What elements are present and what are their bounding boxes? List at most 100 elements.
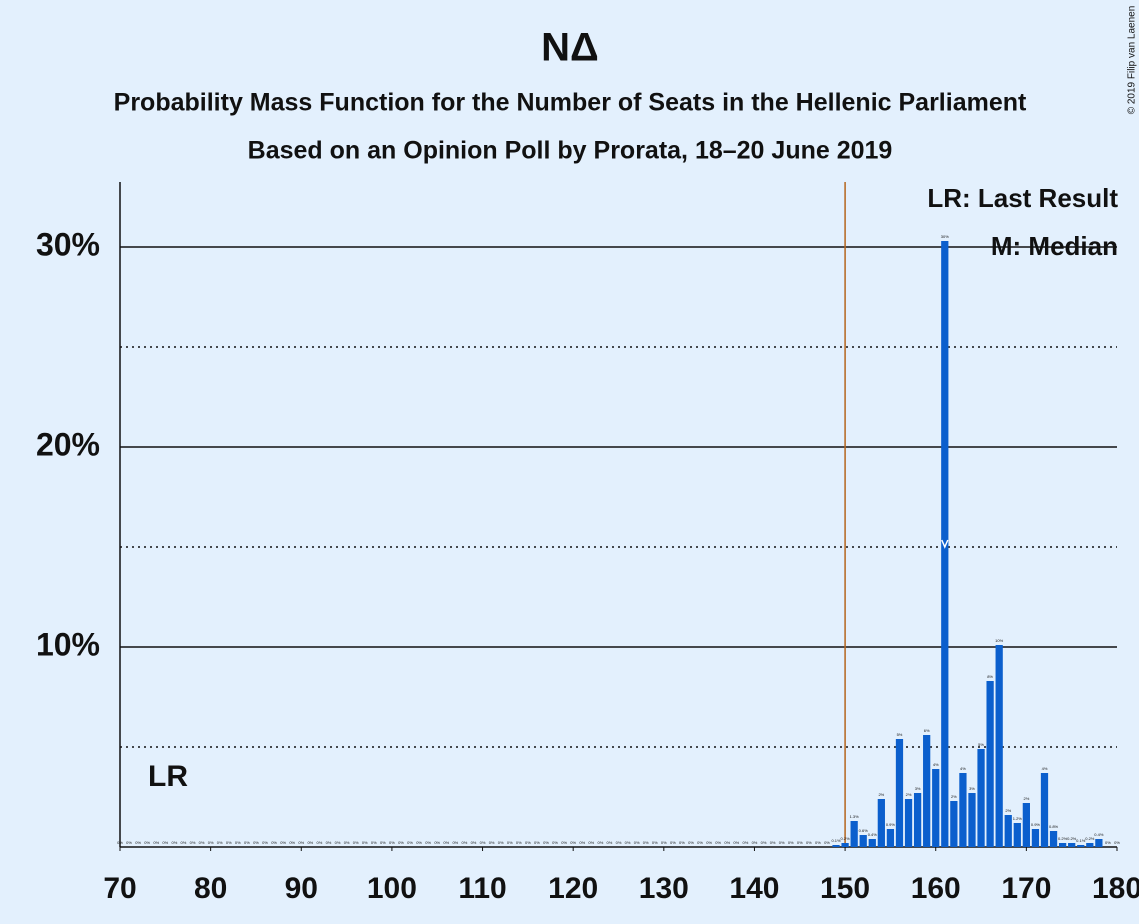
value-label: 0% — [380, 840, 386, 845]
bar — [995, 645, 1003, 847]
value-label: 0% — [298, 840, 304, 845]
value-label: 2% — [878, 792, 884, 797]
value-label: 0% — [634, 840, 640, 845]
chart-subtitle: Probability Mass Function for the Number… — [114, 89, 1027, 117]
value-label: 0% — [162, 840, 168, 845]
value-label: 0% — [625, 840, 631, 845]
x-tick-label: 180 — [1092, 872, 1139, 905]
value-label: 0% — [824, 840, 830, 845]
value-label: 0% — [498, 840, 504, 845]
copyright: © 2019 Filip van Laenen — [1127, 6, 1138, 115]
value-label: 0% — [561, 840, 567, 845]
value-label: 0% — [752, 840, 758, 845]
bar — [1086, 843, 1094, 847]
value-label: 0% — [607, 840, 613, 845]
value-label: 0% — [425, 840, 431, 845]
value-label: 0% — [552, 840, 558, 845]
value-label: 0% — [452, 840, 458, 845]
value-label: 0% — [797, 840, 803, 845]
y-tick-label: 20% — [36, 426, 100, 462]
value-label: 0% — [289, 840, 295, 845]
bar — [859, 835, 867, 847]
value-label: 0% — [1114, 840, 1120, 845]
value-label: 2% — [906, 792, 912, 797]
value-label: 0% — [335, 840, 341, 845]
value-label: 0% — [661, 840, 667, 845]
value-label: 0% — [670, 840, 676, 845]
value-label: 0.9% — [886, 822, 896, 827]
value-label: 0% — [344, 840, 350, 845]
value-label: 5% — [978, 742, 984, 747]
x-tick-label: 70 — [103, 872, 136, 905]
value-label: 0% — [190, 840, 196, 845]
bar — [1040, 773, 1049, 847]
value-label: 0% — [570, 840, 576, 845]
value-label: 3% — [915, 786, 921, 791]
bar — [877, 799, 885, 847]
value-label: 0% — [208, 840, 214, 845]
value-label: 0% — [226, 840, 232, 845]
value-label: 0% — [770, 840, 776, 845]
x-tick-label: 110 — [458, 872, 506, 905]
value-label: 0.6% — [859, 828, 869, 833]
x-tick-label: 100 — [367, 872, 417, 905]
value-label: 0% — [788, 840, 794, 845]
bar — [941, 241, 949, 847]
value-label: 0% — [389, 840, 395, 845]
value-label: 0.9% — [1031, 822, 1041, 827]
value-label: 2% — [1005, 808, 1011, 813]
value-label: 0% — [126, 840, 132, 845]
bar — [913, 793, 922, 847]
value-label: 0% — [815, 840, 821, 845]
value-label: 0% — [652, 840, 658, 845]
value-label: 0% — [507, 840, 513, 845]
value-label: 0% — [153, 840, 159, 845]
value-label: 0% — [743, 840, 749, 845]
value-label: 0% — [262, 840, 268, 845]
bar — [968, 793, 976, 847]
value-label: 0% — [779, 840, 785, 845]
bar — [1049, 831, 1058, 847]
value-label: 0% — [135, 840, 141, 845]
bar — [1031, 829, 1040, 847]
value-label: 30% — [941, 234, 949, 239]
legend-last-result: LR: Last Result — [927, 183, 1118, 213]
value-label: 0% — [516, 840, 522, 845]
value-label: 6% — [924, 728, 930, 733]
last-result-label: LR — [148, 760, 188, 793]
value-label: 0% — [616, 840, 622, 845]
bar — [959, 773, 967, 847]
x-tick-label: 170 — [1001, 872, 1051, 905]
value-label: 0% — [199, 840, 205, 845]
bar — [868, 839, 876, 847]
value-label: 0.2% — [841, 836, 851, 841]
y-tick-label: 30% — [36, 226, 100, 262]
value-label: 0.4% — [1094, 832, 1104, 837]
bar — [977, 749, 985, 847]
value-label: 0% — [416, 840, 422, 845]
value-label: 2% — [1023, 796, 1029, 801]
value-label: 0% — [588, 840, 594, 845]
median-marker — [941, 539, 949, 549]
value-label: 0% — [489, 840, 495, 845]
value-label: 0% — [244, 840, 250, 845]
value-label: 0% — [235, 840, 241, 845]
x-tick-label: 130 — [639, 872, 689, 905]
value-label: 0% — [317, 840, 323, 845]
x-tick-label: 90 — [285, 872, 318, 905]
value-label: 0% — [543, 840, 549, 845]
bar — [950, 801, 958, 847]
value-label: 0% — [715, 840, 721, 845]
bar — [1058, 843, 1067, 847]
value-label: 0.1% — [1076, 838, 1086, 843]
value-label: 0% — [706, 840, 712, 845]
value-label: 0% — [307, 840, 313, 845]
bar — [1095, 839, 1103, 847]
bar — [932, 769, 940, 847]
x-tick-label: 140 — [729, 872, 779, 905]
value-label: 0.4% — [868, 832, 878, 837]
value-label: 0% — [480, 840, 486, 845]
value-label: 3% — [969, 786, 975, 791]
